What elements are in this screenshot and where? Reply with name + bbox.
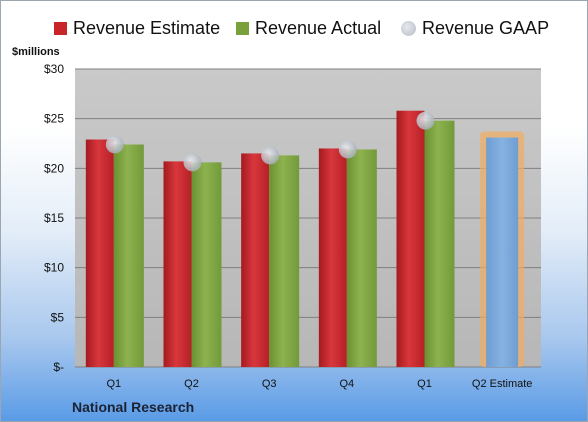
point-revenue-gaap xyxy=(416,111,435,130)
point-revenue-gaap xyxy=(338,140,357,159)
y-unit-label: $millions xyxy=(12,46,60,58)
y-tick-label: $30 xyxy=(44,62,64,76)
bar-revenue-actual xyxy=(191,162,222,367)
y-tick-label: $25 xyxy=(44,112,64,126)
bar-revenue-estimate xyxy=(241,153,270,367)
bar-revenue-actual xyxy=(269,155,300,367)
point-revenue-gaap xyxy=(183,153,202,172)
x-tick-label: Q1 xyxy=(106,378,121,390)
x-tick-label: Q2 xyxy=(184,378,199,390)
legend-label-estimate: Revenue Estimate xyxy=(73,18,221,38)
x-tick-label: Q2 Estimate xyxy=(472,378,533,390)
legend-item-actual: Revenue Actual xyxy=(236,18,381,39)
bar-revenue-estimate xyxy=(396,110,425,367)
y-tick-label: $5 xyxy=(51,310,65,324)
point-revenue-gaap xyxy=(261,146,280,165)
legend-label-actual: Revenue Actual xyxy=(255,18,382,38)
legend-swatch-gaap xyxy=(401,21,416,36)
bar-revenue-estimate xyxy=(163,161,192,367)
y-tick-label: $- xyxy=(53,360,64,374)
bar-revenue-actual xyxy=(346,149,377,367)
bar-revenue-actual xyxy=(424,120,455,367)
source-label: National Research xyxy=(72,399,195,415)
legend-label-gaap: Revenue GAAP xyxy=(422,18,550,38)
x-tick-label: Q4 xyxy=(339,378,354,390)
x-tick-label: Q3 xyxy=(262,378,277,390)
y-tick-label: $20 xyxy=(44,161,64,175)
bar-revenue-actual xyxy=(113,144,144,367)
bar-revenue-estimate xyxy=(85,139,114,367)
bar-q2-estimate xyxy=(486,137,519,367)
y-tick-label: $15 xyxy=(44,211,64,225)
legend-swatch-actual xyxy=(236,22,249,35)
legend-item-estimate: Revenue Estimate xyxy=(54,18,220,39)
point-revenue-gaap xyxy=(105,135,124,154)
legend-item-gaap: Revenue GAAP xyxy=(401,18,549,39)
y-tick-label: $10 xyxy=(44,261,64,275)
x-tick-label: Q1 xyxy=(417,378,432,390)
bar-revenue-estimate xyxy=(318,148,347,367)
legend: Revenue Estimate Revenue Actual Revenue … xyxy=(1,18,587,42)
legend-swatch-estimate xyxy=(54,22,67,35)
